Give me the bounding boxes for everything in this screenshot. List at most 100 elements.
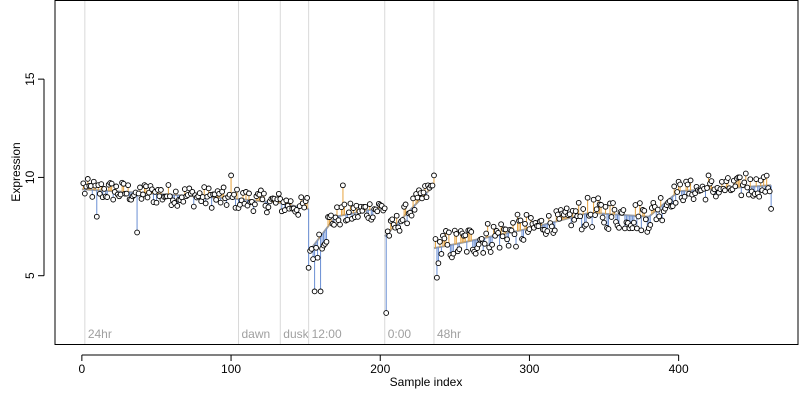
data-point bbox=[331, 221, 337, 228]
data-point bbox=[411, 206, 418, 213]
x-tick-label: 300 bbox=[519, 362, 539, 376]
data-point bbox=[671, 183, 678, 190]
data-point bbox=[205, 185, 212, 192]
data-point bbox=[463, 248, 470, 255]
data-point bbox=[508, 227, 515, 234]
data-point bbox=[89, 194, 96, 200]
data-point bbox=[456, 246, 463, 253]
annotation-label: 12:00 bbox=[312, 327, 342, 341]
x-tick-label: 0 bbox=[79, 362, 86, 376]
data-point bbox=[423, 194, 430, 201]
data-point bbox=[666, 198, 673, 204]
data-point bbox=[768, 206, 774, 212]
data-point bbox=[504, 236, 510, 243]
data-point bbox=[431, 172, 437, 179]
data-point bbox=[498, 221, 504, 228]
data-point bbox=[293, 207, 300, 213]
data-point bbox=[690, 196, 697, 202]
data-point bbox=[702, 196, 709, 203]
annotation-layer: 24hr dawn dusk 12:00 0:00 48hr bbox=[84, 0, 461, 345]
data-point bbox=[190, 203, 197, 210]
data-point bbox=[592, 212, 598, 218]
annotation-label: dawn bbox=[242, 327, 271, 341]
y-tick-label: 10 bbox=[23, 170, 37, 184]
data-point bbox=[298, 194, 305, 201]
data-point bbox=[172, 188, 179, 195]
data-point bbox=[314, 254, 321, 261]
data-point bbox=[522, 220, 528, 227]
data-point bbox=[208, 205, 215, 211]
data-point bbox=[659, 217, 666, 224]
data-point bbox=[261, 190, 267, 197]
data-point bbox=[468, 229, 475, 235]
data-point bbox=[125, 182, 131, 189]
data-point bbox=[472, 250, 479, 257]
data-point bbox=[631, 219, 637, 226]
data-point bbox=[220, 184, 227, 191]
data-point bbox=[386, 232, 393, 239]
data-point bbox=[181, 186, 188, 192]
data-point bbox=[250, 208, 257, 214]
data-point bbox=[725, 175, 731, 181]
data-point bbox=[362, 203, 369, 210]
data-point bbox=[275, 190, 282, 197]
data-point bbox=[548, 223, 555, 230]
data-point bbox=[538, 217, 545, 224]
data-point bbox=[687, 177, 694, 184]
data-point bbox=[741, 179, 748, 186]
x-axis-title: Sample index bbox=[390, 375, 463, 389]
data-point bbox=[167, 193, 173, 200]
data-point bbox=[610, 200, 616, 206]
data-point bbox=[104, 194, 111, 200]
data-point bbox=[513, 243, 519, 250]
data-point bbox=[705, 172, 712, 179]
data-point bbox=[580, 206, 587, 212]
data-point bbox=[641, 207, 648, 214]
data-point bbox=[108, 180, 115, 187]
data-point bbox=[742, 170, 749, 177]
data-point bbox=[404, 220, 410, 227]
data-point bbox=[346, 209, 352, 216]
data-point bbox=[340, 182, 346, 189]
data-point bbox=[408, 212, 415, 219]
data-point bbox=[311, 288, 318, 295]
data-point bbox=[196, 190, 203, 196]
data-point bbox=[481, 240, 488, 247]
data-point bbox=[599, 214, 606, 221]
data-point bbox=[414, 194, 421, 201]
data-point bbox=[528, 215, 534, 221]
data-point bbox=[234, 186, 240, 193]
data-point bbox=[144, 194, 151, 201]
data-point bbox=[635, 213, 642, 220]
data-point bbox=[677, 181, 683, 188]
data-point bbox=[153, 199, 160, 206]
data-point bbox=[583, 221, 589, 228]
data-point bbox=[589, 224, 595, 230]
y-tick-label: 5 bbox=[23, 272, 37, 279]
data-point bbox=[308, 246, 315, 252]
data-point bbox=[545, 212, 552, 219]
data-point bbox=[495, 229, 501, 236]
axes-layer: 0 100 200 300 400 5 10 15 bbox=[23, 72, 689, 376]
data-point bbox=[483, 230, 490, 237]
data-point bbox=[499, 233, 506, 240]
data-point bbox=[642, 216, 649, 223]
data-point bbox=[489, 241, 495, 248]
annotation-label: 24hr bbox=[88, 327, 112, 341]
data-point bbox=[244, 202, 251, 209]
data-point bbox=[520, 237, 527, 243]
annotation-label: 0:00 bbox=[388, 327, 412, 341]
data-point bbox=[747, 176, 754, 183]
data-point bbox=[81, 190, 88, 197]
data-point bbox=[435, 260, 442, 267]
data-point bbox=[223, 202, 230, 208]
data-point bbox=[137, 184, 143, 191]
data-point bbox=[123, 190, 130, 197]
data-point bbox=[496, 244, 503, 251]
data-point bbox=[323, 238, 330, 245]
data-point bbox=[429, 182, 436, 189]
data-point bbox=[713, 193, 719, 200]
data-point bbox=[577, 213, 584, 220]
data-point bbox=[593, 206, 600, 213]
data-point bbox=[563, 205, 570, 212]
